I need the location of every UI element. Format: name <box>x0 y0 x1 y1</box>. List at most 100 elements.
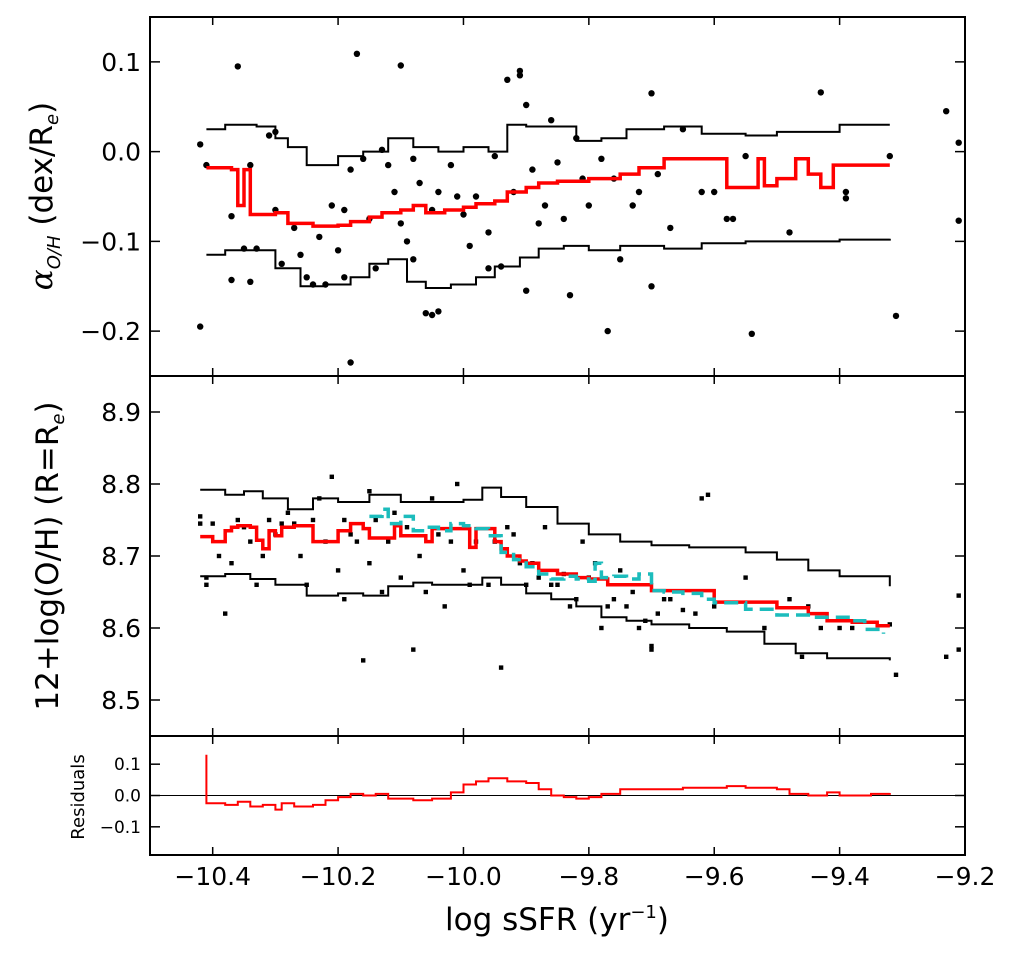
upper-envelope-line <box>200 486 891 587</box>
data-point <box>228 213 235 220</box>
data-point <box>649 643 654 649</box>
data-point <box>955 139 962 146</box>
data-point <box>328 202 335 209</box>
data-point <box>654 170 661 178</box>
data-point <box>505 525 510 530</box>
data-point <box>630 589 635 595</box>
data-point <box>491 152 498 160</box>
data-point <box>235 517 240 523</box>
middle-ylabel-text: 12+log(O/H) (R=R <box>30 425 66 711</box>
data-point <box>416 179 423 187</box>
middle-ylabel-sub: e <box>48 414 69 425</box>
data-point <box>198 514 203 519</box>
y-tick-label: 0.1 <box>114 755 141 775</box>
data-point <box>297 251 304 258</box>
data-point <box>699 496 704 501</box>
median-line <box>206 157 890 228</box>
data-point <box>447 161 455 169</box>
top-ylabel-sub2: e <box>42 114 63 125</box>
data-point <box>892 312 900 320</box>
y-tick-label: −0.1 <box>80 227 141 256</box>
data-point <box>347 359 354 366</box>
data-point <box>680 607 686 613</box>
y-tick-label: 0.0 <box>114 787 141 807</box>
top-panel: 0.1 0.0 −0.1 −0.2 <box>80 16 966 377</box>
data-point <box>229 561 234 566</box>
data-point <box>354 539 360 544</box>
data-point <box>292 521 297 526</box>
data-point <box>298 553 303 559</box>
data-point <box>956 647 961 652</box>
data-point <box>204 582 209 587</box>
data-point <box>598 155 605 162</box>
data-point <box>762 625 767 631</box>
lower-envelope-line <box>206 238 891 289</box>
data-point <box>549 582 554 587</box>
data-point <box>668 597 673 602</box>
data-point <box>648 283 655 290</box>
data-point <box>435 308 442 315</box>
data-point <box>743 575 748 580</box>
data-point <box>567 604 573 609</box>
data-point <box>624 604 629 609</box>
data-point <box>711 188 718 196</box>
data-point <box>329 474 334 479</box>
data-point <box>460 211 467 218</box>
data-point <box>850 625 855 631</box>
x-axis-title-close: ) <box>657 902 669 938</box>
x-tick-label: −10.4 <box>174 862 251 891</box>
data-point <box>197 323 204 330</box>
middle-ylabel-close: ) <box>30 401 66 413</box>
x-tick-label: −9.8 <box>558 862 619 891</box>
bottom-panel: 0.1 0.0 −0.1 −10.4 −10.2 −10.0 −9.8 −9.6 −9.4 −9.… <box>100 735 995 891</box>
data-point <box>254 582 259 587</box>
data-point <box>817 89 824 96</box>
data-point <box>548 117 555 124</box>
dashed-line <box>369 507 886 634</box>
data-point <box>404 525 410 530</box>
data-point <box>944 654 949 659</box>
data-point <box>729 215 737 223</box>
data-point <box>554 159 561 166</box>
data-point <box>385 161 392 169</box>
data-point <box>455 481 460 487</box>
bottom-ylabel: Residuals <box>68 754 89 839</box>
data-point <box>604 327 611 335</box>
data-point <box>516 67 524 75</box>
data-point <box>560 215 567 223</box>
data-point <box>667 224 674 232</box>
y-tick-label: −0.1 <box>100 818 141 838</box>
y-tick-label: 8.7 <box>101 542 141 571</box>
data-point <box>361 658 366 663</box>
y-tick-label: −0.2 <box>80 317 141 346</box>
data-point <box>516 72 524 79</box>
y-tick-label: 0.1 <box>101 48 141 77</box>
data-point <box>341 206 348 214</box>
data-point <box>485 265 492 272</box>
data-point <box>555 582 560 587</box>
data-point <box>536 575 541 580</box>
data-point <box>422 310 429 317</box>
data-point <box>347 166 354 173</box>
x-axis-title-sup: −1 <box>630 902 657 923</box>
data-point <box>303 274 310 281</box>
data-point <box>723 215 730 223</box>
data-point <box>461 568 466 573</box>
data-point <box>247 278 254 285</box>
data-point <box>436 532 441 537</box>
data-point <box>234 63 241 70</box>
data-point <box>198 521 203 526</box>
data-point <box>372 265 379 272</box>
data-point <box>248 539 253 544</box>
data-point <box>698 188 705 196</box>
data-point <box>391 188 398 196</box>
data-point <box>617 256 624 263</box>
data-point <box>310 517 316 523</box>
data-point <box>566 292 574 299</box>
data-point <box>529 166 536 173</box>
data-point <box>410 256 417 263</box>
data-point <box>266 517 272 523</box>
data-point <box>335 568 341 573</box>
data-point <box>636 625 642 631</box>
data-point <box>342 597 347 602</box>
